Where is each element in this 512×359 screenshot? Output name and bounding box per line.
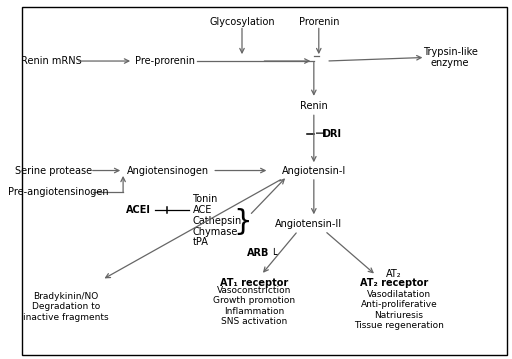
Text: AT₁ receptor: AT₁ receptor bbox=[220, 278, 288, 288]
Text: Angiotensin-II: Angiotensin-II bbox=[275, 219, 343, 229]
Text: Trypsin-like
enzyme: Trypsin-like enzyme bbox=[422, 47, 478, 68]
Text: Chymase: Chymase bbox=[193, 227, 238, 237]
Text: Renin: Renin bbox=[300, 101, 328, 111]
Text: Tonin: Tonin bbox=[193, 194, 218, 204]
Text: Pre-angiotensinogen: Pre-angiotensinogen bbox=[8, 187, 109, 197]
Text: ⊣: ⊣ bbox=[314, 129, 324, 139]
Text: Glycosylation: Glycosylation bbox=[209, 17, 275, 27]
Text: ARB: ARB bbox=[247, 248, 269, 258]
Text: ACE: ACE bbox=[193, 205, 212, 215]
Text: ACEI: ACEI bbox=[125, 205, 151, 215]
Text: Prorenin: Prorenin bbox=[298, 17, 339, 27]
Text: DRI: DRI bbox=[322, 129, 340, 139]
Text: Pre-prorenin: Pre-prorenin bbox=[135, 56, 195, 66]
Text: Cathepsin: Cathepsin bbox=[193, 216, 242, 226]
Text: Renin mRNS: Renin mRNS bbox=[21, 56, 81, 66]
Text: }: } bbox=[233, 208, 252, 236]
Text: Vasodilatation
Anti-proliferative
Natriuresis
Tissue regeneration: Vasodilatation Anti-proliferative Natriu… bbox=[354, 290, 444, 330]
Text: AT₂ receptor: AT₂ receptor bbox=[360, 278, 428, 288]
Text: Serine protease: Serine protease bbox=[15, 165, 92, 176]
Text: tPA: tPA bbox=[193, 237, 208, 247]
Text: Angiotensin-I: Angiotensin-I bbox=[282, 165, 346, 176]
Text: Angiotensinogen: Angiotensinogen bbox=[126, 165, 209, 176]
Text: AT₂: AT₂ bbox=[386, 269, 402, 279]
Text: Vasoconstriction
Growth promotion
Inflammation
SNS activation: Vasoconstriction Growth promotion Inflam… bbox=[214, 286, 295, 326]
Text: └: └ bbox=[270, 250, 276, 260]
Text: Bradykinin/NO
Degradation to
inactive fragments: Bradykinin/NO Degradation to inactive fr… bbox=[24, 292, 109, 322]
